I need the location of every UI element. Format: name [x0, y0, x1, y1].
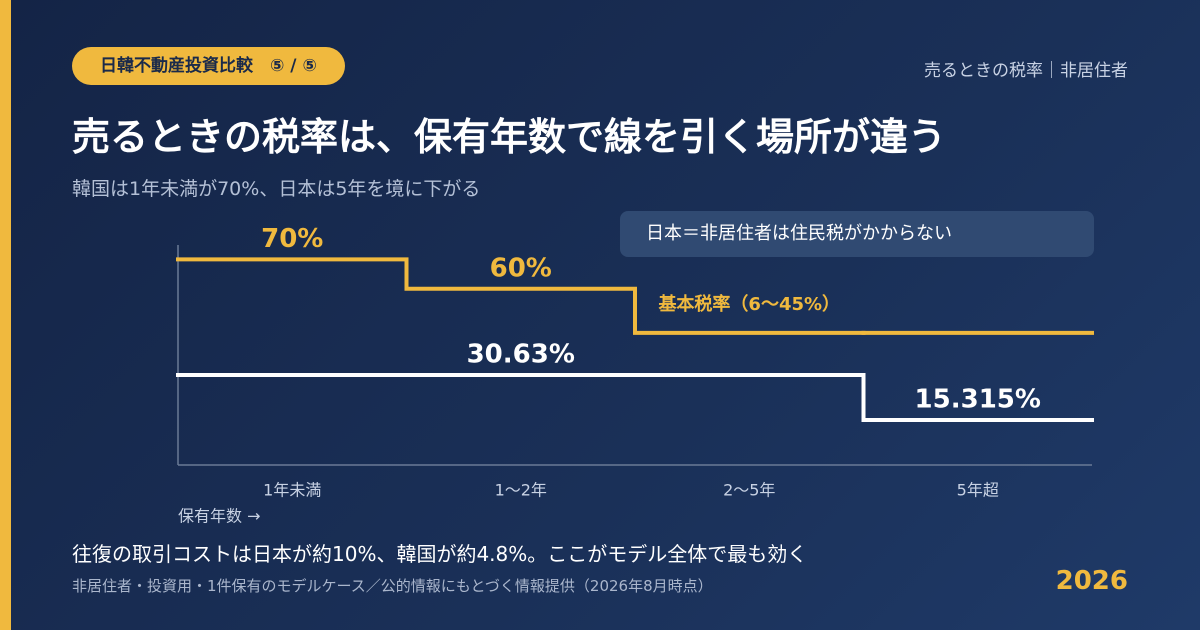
note-box: 日本＝非居住者は住民税がかからない [620, 211, 1094, 257]
x-tick-label: 2〜5年 [723, 481, 775, 500]
chart-subtitle: 韓国は1年未満が70%、日本は5年を境に下がる [72, 178, 481, 200]
badge: 日韓不動産投資比較 ⑤ / ⑤ [72, 47, 345, 85]
value-label: 30.63% [467, 340, 575, 370]
x-tick-label: 1年未満 [263, 481, 321, 500]
value-label: 基本税率（6〜45%） [657, 293, 840, 315]
footer-year: 2026 [1055, 566, 1128, 596]
header-right: 売るときの税率｜非居住者 [924, 61, 1128, 81]
x-tick-label: 5年超 [957, 481, 999, 500]
accent-strip [0, 0, 11, 630]
x-axis-label: 保有年数 → [178, 507, 261, 526]
footer-headline: 往復の取引コストは日本が約10%、韓国が約4.8%。ここがモデル全体で最も効く [72, 542, 808, 566]
value-label: 70% [261, 224, 323, 254]
value-label: 60% [490, 253, 552, 283]
value-label: 15.315% [915, 385, 1041, 415]
chart-title: 売るときの税率は、保有年数で線を引く場所が違う [72, 115, 947, 159]
footer-source: 非居住者・投資用・1件保有のモデルケース／公的情報にもとづく情報提供（2026年… [72, 577, 713, 595]
x-tick-label: 1〜2年 [495, 481, 547, 500]
